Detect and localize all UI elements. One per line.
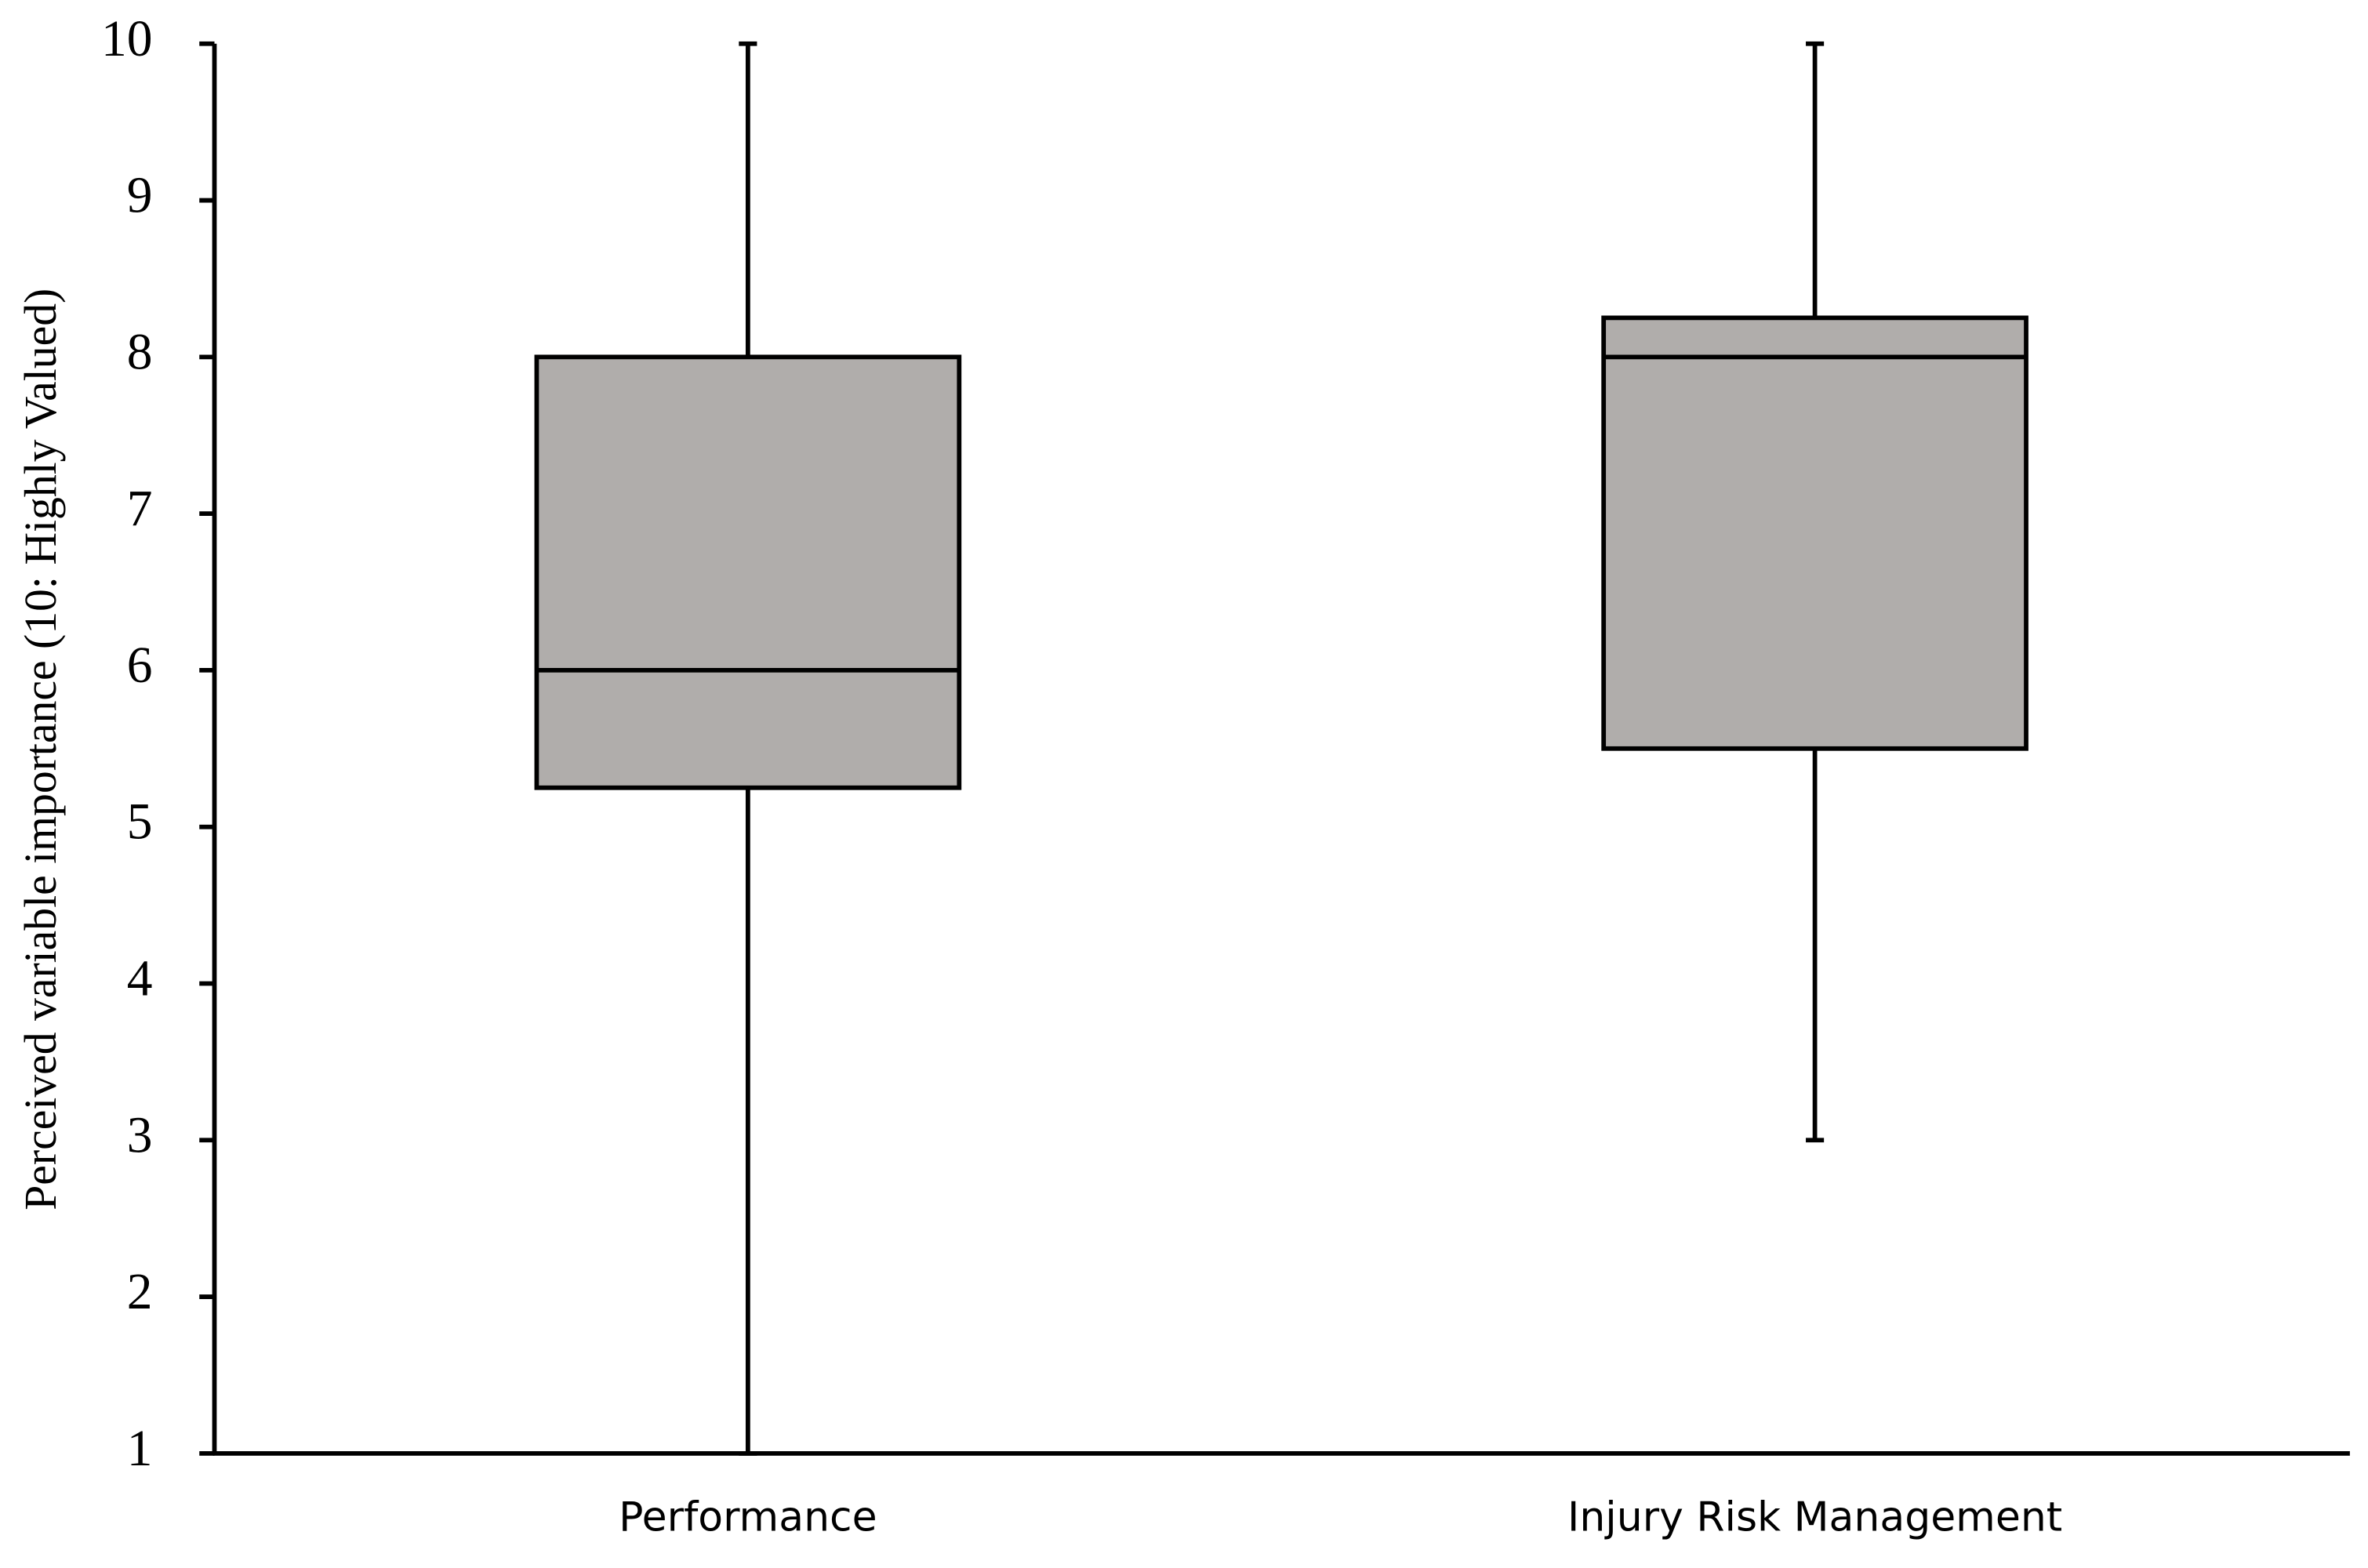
x-tick-label: Injury Risk Management bbox=[1567, 1494, 2062, 1541]
y-tick-label: 10 bbox=[101, 11, 152, 67]
x-tick-label: Performance bbox=[619, 1494, 877, 1541]
box bbox=[534, 354, 962, 790]
y-tick-label: 4 bbox=[127, 951, 153, 1007]
y-tick-label: 3 bbox=[127, 1107, 153, 1163]
y-tick-label: 5 bbox=[127, 794, 153, 851]
box bbox=[1601, 315, 2028, 751]
y-tick-label: 1 bbox=[127, 1421, 153, 1477]
y-tick-label: 9 bbox=[127, 168, 153, 224]
y-tick-label: 8 bbox=[127, 324, 153, 380]
y-tick-label: 7 bbox=[127, 481, 153, 537]
y-tick-label: 2 bbox=[127, 1264, 153, 1320]
y-axis-label: Perceived variable importance (10: Highl… bbox=[16, 289, 66, 1210]
y-tick-label: 6 bbox=[127, 637, 153, 694]
